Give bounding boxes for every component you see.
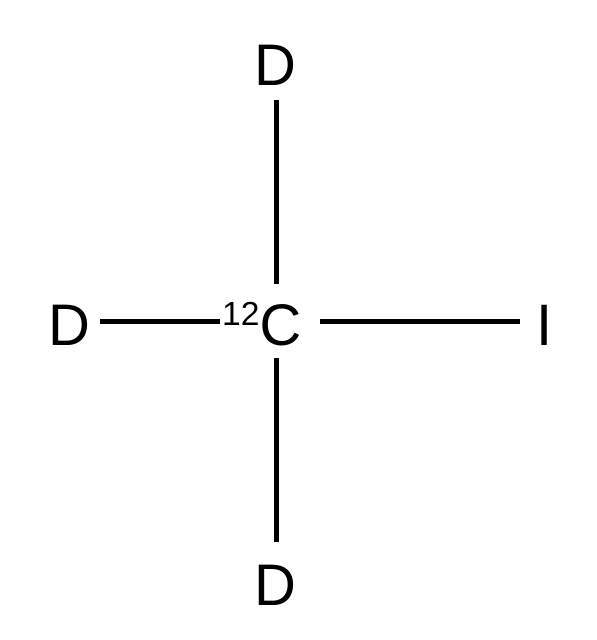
bottom-atom: D xyxy=(254,552,296,619)
top-atom: D xyxy=(254,32,296,99)
center-superscript: 12 xyxy=(222,296,259,333)
center-atom: 12C xyxy=(222,292,301,359)
left-bond xyxy=(100,319,220,324)
center-atom-label: C xyxy=(259,293,301,358)
bottom-bond xyxy=(274,358,279,542)
right-bond xyxy=(320,319,520,324)
top-bond xyxy=(274,100,279,284)
left-atom: D xyxy=(48,292,90,359)
right-atom: I xyxy=(536,292,552,359)
